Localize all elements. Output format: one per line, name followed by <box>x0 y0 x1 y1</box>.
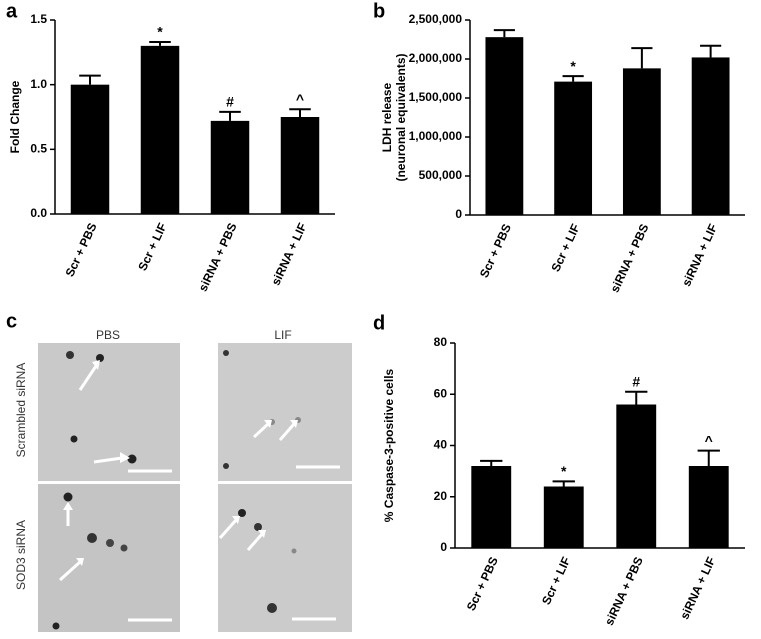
panel-label: c <box>6 310 17 332</box>
annotation: * <box>561 463 567 479</box>
x-tick-label: Scr + PBS <box>63 221 100 279</box>
annotation: # <box>632 373 640 389</box>
bar <box>691 57 730 215</box>
y-tick-label: 0.0 <box>30 206 47 220</box>
y-tick-label: 500,000 <box>419 168 463 182</box>
annotation: ^ <box>296 91 304 107</box>
y-axis-label: (neuronal equivalents) <box>394 53 408 181</box>
x-tick-label: Scr + LIF <box>135 221 169 273</box>
x-tick-label: siRNA + PBS <box>608 222 652 295</box>
y-axis-label: LDH release <box>380 82 394 152</box>
bar <box>140 45 180 214</box>
y-tick-label: 80 <box>434 335 448 349</box>
x-tick-label: siRNA + LIF <box>677 555 718 622</box>
panel-label: b <box>373 0 385 22</box>
bar <box>485 37 524 215</box>
y-tick-label: 1.5 <box>30 12 47 26</box>
y-tick-label: 1,000,000 <box>409 129 463 143</box>
annotation: # <box>226 94 234 110</box>
y-tick-label: 20 <box>434 489 448 503</box>
y-axis-label: Fold Change <box>8 80 22 153</box>
annotation: * <box>570 58 576 74</box>
y-axis-label: % Caspase-3-positive cells <box>382 368 396 522</box>
x-tick-label: siRNA + PBS <box>196 221 240 294</box>
y-tick-label: 1.0 <box>30 77 47 91</box>
bar <box>471 466 512 548</box>
y-tick-label: 60 <box>434 386 448 400</box>
micrograph <box>38 484 180 632</box>
x-tick-label: siRNA + LIF <box>679 222 720 289</box>
micrograph <box>218 343 352 481</box>
bar <box>688 466 729 548</box>
column-label: LIF <box>274 328 291 342</box>
bar <box>543 486 584 548</box>
bar <box>554 81 593 216</box>
bar <box>616 404 657 548</box>
bar <box>622 68 661 215</box>
bar <box>210 120 250 214</box>
y-tick-label: 2,500,000 <box>409 12 463 26</box>
y-tick-label: 0 <box>455 207 462 221</box>
bar <box>70 84 110 215</box>
x-tick-label: siRNA + LIF <box>268 221 309 288</box>
row-label: SOD3 siRNA <box>14 520 28 590</box>
y-tick-label: 0.5 <box>30 142 47 156</box>
row-label: Scrambled siRNA <box>14 363 28 458</box>
micrograph <box>218 484 352 632</box>
y-tick-label: 1,500,000 <box>409 90 463 104</box>
y-tick-label: 2,000,000 <box>409 51 463 65</box>
bar <box>280 117 320 214</box>
x-tick-label: Scr + PBS <box>477 222 514 280</box>
column-label: PBS <box>96 328 120 342</box>
x-tick-label: siRNA + PBS <box>602 555 646 628</box>
x-tick-label: Scr + LIF <box>539 555 573 607</box>
x-tick-label: Scr + LIF <box>548 222 582 274</box>
annotation: ^ <box>705 432 713 448</box>
micrograph <box>38 343 180 481</box>
x-tick-label: Scr + PBS <box>464 555 501 613</box>
panel-label: a <box>6 0 18 22</box>
annotation: * <box>157 24 163 40</box>
panel-label: d <box>373 312 385 334</box>
y-tick-label: 40 <box>434 438 448 452</box>
y-tick-label: 0 <box>440 540 447 554</box>
